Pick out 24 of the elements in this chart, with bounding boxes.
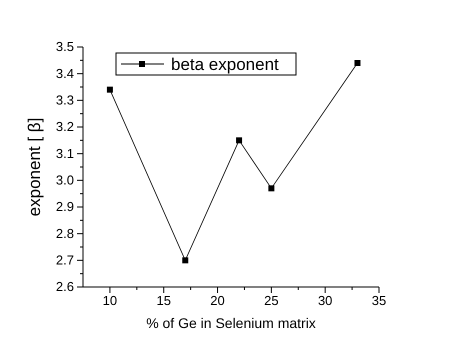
x-tick-label: 15 [156,293,171,308]
y-tick-label: 3.4 [56,66,74,81]
x-axis-title: % of Ge in Selenium matrix [146,315,316,331]
point [268,185,274,192]
legend-label: beta exponent [171,55,280,74]
point [236,137,242,144]
y-tick-label: 3.2 [56,119,74,134]
x-tick-label: 20 [210,293,225,308]
y-tick-label: 2.9 [56,199,74,214]
point [106,86,113,93]
y-tick-label: 2.7 [56,252,74,268]
x-tick-label: 35 [372,293,386,308]
point [182,257,188,264]
y-tick-label: 3.3 [56,92,74,108]
x-tick-label: 30 [318,293,332,308]
x-tick-label: 10 [102,293,118,308]
y-tick-label: 2.6 [56,279,74,294]
y-tick-label: 3.5 [56,39,74,54]
y-tick-label: 2.8 [56,226,74,241]
point [354,60,360,66]
y-axis-title: exponent [ β] [25,118,44,216]
y-tick-label: 3.0 [56,172,74,188]
x-tick-label: 25 [264,293,279,308]
y-tick-label: 3.1 [56,146,74,161]
